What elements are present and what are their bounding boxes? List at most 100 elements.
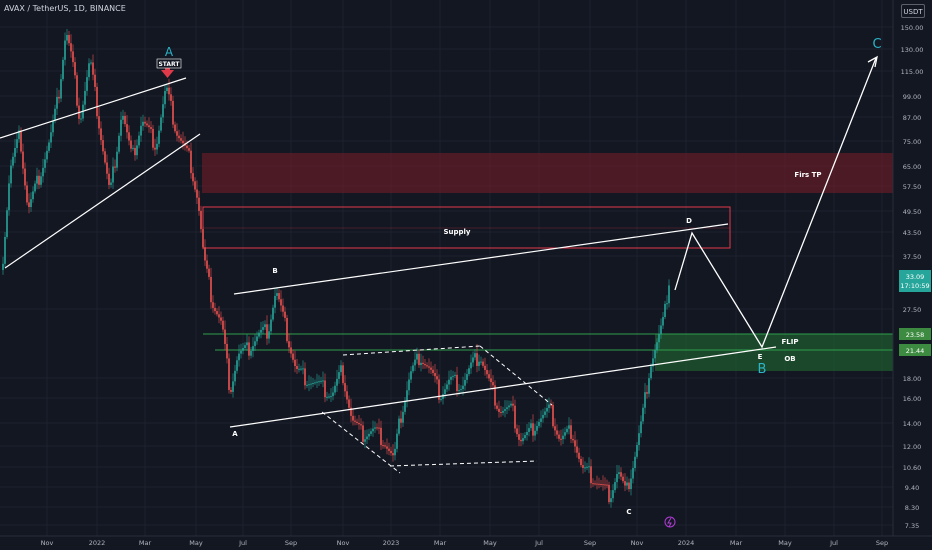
candle-body bbox=[558, 434, 560, 439]
time-tick-label: Mar bbox=[139, 539, 152, 547]
price-tick-label: 9.40 bbox=[905, 484, 919, 492]
candle-body bbox=[36, 175, 38, 184]
candle-body bbox=[304, 368, 306, 386]
candle-body bbox=[196, 189, 198, 198]
lightning-icon-ring[interactable] bbox=[664, 516, 676, 528]
candle-body bbox=[214, 307, 216, 312]
candle-body bbox=[454, 374, 456, 376]
triangle-left-edge[interactable] bbox=[321, 411, 401, 474]
candle-body bbox=[474, 353, 476, 358]
candle-body bbox=[210, 276, 212, 303]
channel-upper-line[interactable] bbox=[0, 77, 187, 139]
candle-body bbox=[330, 396, 332, 398]
candle-body bbox=[208, 268, 210, 277]
time-tick-label: Nov bbox=[337, 539, 350, 547]
candle-body bbox=[180, 138, 182, 141]
candle-body bbox=[442, 394, 444, 399]
time-tick-label: Mar bbox=[730, 539, 743, 547]
candle-body bbox=[250, 350, 252, 356]
channel-lower-line[interactable] bbox=[4, 133, 201, 269]
price-tick-label: 75.00 bbox=[903, 138, 922, 146]
candle-body bbox=[240, 350, 242, 354]
triangle-upper-edge[interactable] bbox=[342, 345, 481, 356]
candle-body bbox=[346, 391, 348, 400]
candle-body bbox=[260, 329, 262, 333]
candle-body bbox=[588, 466, 590, 468]
candle-body bbox=[280, 299, 282, 306]
triangle-right-edge[interactable] bbox=[479, 345, 553, 406]
candle-body bbox=[450, 376, 452, 380]
price-tick-label: 18.00 bbox=[903, 375, 922, 383]
projection-path[interactable] bbox=[674, 57, 877, 349]
candle-body bbox=[150, 127, 152, 129]
candle-body bbox=[212, 302, 214, 308]
candle-body bbox=[116, 151, 118, 168]
candle-body bbox=[614, 482, 616, 491]
candle-body bbox=[140, 125, 142, 136]
candle-body bbox=[642, 407, 644, 422]
candle-body bbox=[550, 404, 552, 406]
point-c-label: C bbox=[626, 508, 631, 516]
candle-body bbox=[200, 210, 202, 230]
time-tick-label: Mar bbox=[434, 539, 447, 547]
candle-body bbox=[278, 293, 280, 300]
candle-body bbox=[114, 166, 116, 168]
candle-body bbox=[188, 148, 190, 151]
candle-body bbox=[206, 260, 208, 269]
trend-line-b-d[interactable] bbox=[233, 223, 729, 295]
candle-body bbox=[154, 147, 156, 150]
candle-body bbox=[48, 142, 50, 151]
candle-body bbox=[334, 385, 336, 393]
price-tick-label: 65.00 bbox=[903, 163, 922, 171]
candle-body bbox=[144, 121, 146, 124]
candle-body bbox=[258, 332, 260, 337]
candle-body bbox=[146, 123, 148, 126]
candle-body bbox=[292, 353, 294, 360]
candle-body bbox=[70, 43, 72, 52]
candle-body bbox=[638, 433, 640, 445]
candle-body bbox=[414, 359, 416, 366]
candle-body bbox=[646, 392, 648, 394]
candle-body bbox=[524, 435, 526, 439]
candle-body bbox=[56, 96, 58, 109]
candle-body bbox=[134, 147, 136, 156]
candle-body bbox=[102, 140, 104, 152]
candle-body bbox=[298, 368, 300, 370]
trend-line-a-e[interactable] bbox=[229, 346, 777, 428]
candle-body bbox=[378, 427, 380, 429]
candle-body bbox=[18, 130, 20, 140]
last-price-badge[interactable] bbox=[899, 270, 931, 292]
candle-body bbox=[300, 368, 302, 370]
currency-button[interactable]: USDT bbox=[901, 4, 925, 18]
candle-body bbox=[462, 385, 464, 390]
candle-body bbox=[126, 124, 128, 133]
candle-body bbox=[526, 432, 528, 436]
candle-body bbox=[152, 128, 154, 148]
candle-body bbox=[272, 307, 274, 320]
candle-body bbox=[110, 182, 112, 185]
candle-body bbox=[634, 456, 636, 468]
candle-body bbox=[222, 320, 224, 330]
triangle-lower-edge[interactable] bbox=[389, 460, 538, 467]
candle-body bbox=[668, 285, 670, 304]
candle-body bbox=[366, 436, 368, 440]
time-tick-label: 2022 bbox=[89, 539, 106, 547]
candle-body bbox=[288, 341, 290, 348]
candle-body bbox=[204, 247, 206, 261]
start-arrow-icon bbox=[161, 70, 174, 78]
lightning-icon[interactable] bbox=[667, 517, 672, 528]
candle-body bbox=[618, 472, 620, 475]
candle-body bbox=[466, 374, 468, 380]
candle-body bbox=[344, 383, 346, 392]
candle-body bbox=[236, 360, 238, 371]
candle-body bbox=[308, 384, 310, 386]
candle-body bbox=[216, 311, 218, 315]
symbol-header[interactable]: AVAX / TetherUS, 1D, BINANCE bbox=[4, 4, 126, 13]
candle-body bbox=[64, 40, 66, 60]
candle-body bbox=[6, 210, 8, 237]
flip-bottom-price: 21.44 bbox=[906, 347, 925, 355]
candle-body bbox=[88, 63, 90, 78]
